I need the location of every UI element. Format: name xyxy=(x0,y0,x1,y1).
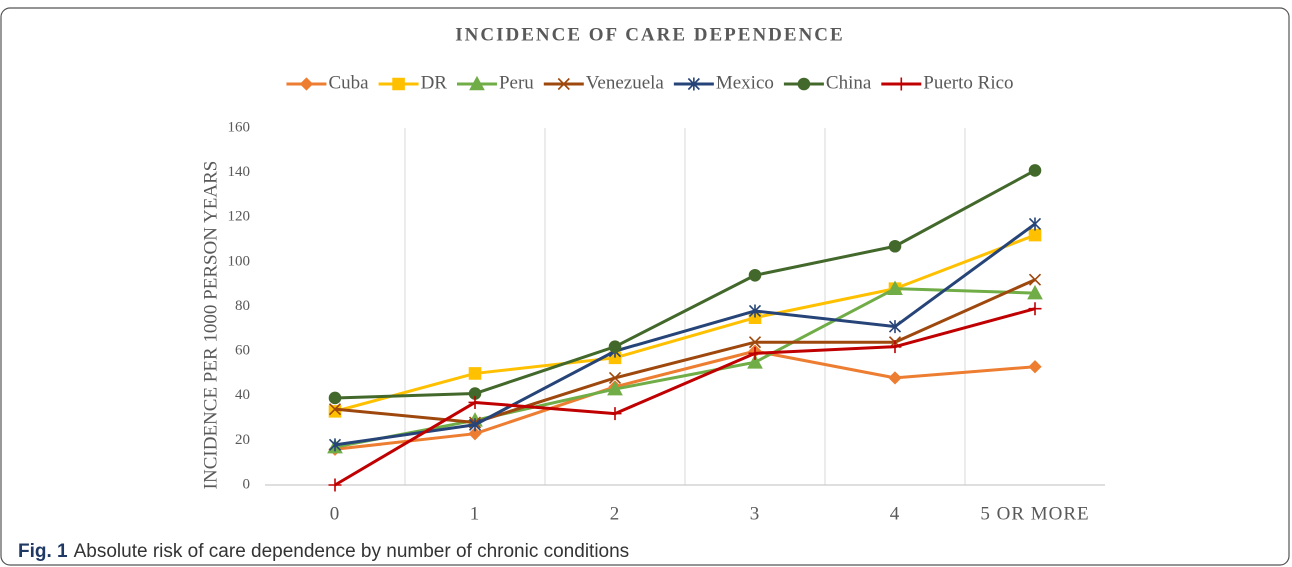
marker xyxy=(468,418,482,432)
y-tick-label: 140 xyxy=(228,164,251,180)
chart-title: INCIDENCE OF CARE DEPENDENCE xyxy=(455,24,844,45)
y-tick-label: 60 xyxy=(235,343,250,359)
marker xyxy=(328,438,342,452)
x-tick-label: 2 xyxy=(610,503,621,524)
marker xyxy=(748,269,762,282)
series-line xyxy=(334,278,1036,425)
marker xyxy=(748,336,762,349)
legend: Cuba DR Peru Venezuela Mexico China Puerto Ric… xyxy=(286,72,1014,93)
marker xyxy=(748,346,762,360)
x-tick-label: 0 xyxy=(330,503,341,524)
marker xyxy=(557,77,570,91)
caption-label: Fig. 1 xyxy=(18,541,68,562)
marker xyxy=(887,280,903,295)
marker xyxy=(469,75,485,91)
marker xyxy=(1028,164,1042,177)
marker xyxy=(468,427,482,441)
legend-label: Peru xyxy=(499,72,534,93)
marker xyxy=(328,478,342,492)
caption-text: Absolute risk of care dependence by numb… xyxy=(74,541,630,562)
x-tick-label: 5 OR MORE xyxy=(980,503,1089,524)
marker xyxy=(608,340,622,353)
marker xyxy=(1028,360,1042,374)
legend-label: Venezuela xyxy=(586,72,665,93)
y-tick-label: 160 xyxy=(228,119,251,135)
marker xyxy=(608,407,622,421)
y-tick-label: 100 xyxy=(228,253,251,269)
y-tick-label: 40 xyxy=(235,387,250,403)
y-tick-label: 20 xyxy=(235,432,250,448)
series-line xyxy=(334,307,1036,487)
marker xyxy=(392,77,405,91)
series-line xyxy=(334,222,1036,447)
marker xyxy=(468,387,482,400)
marker xyxy=(1028,302,1042,316)
marker xyxy=(328,403,342,416)
figure-border xyxy=(0,7,1290,566)
x-tick-label: 4 xyxy=(890,503,901,524)
marker xyxy=(1028,273,1042,286)
series-line xyxy=(334,169,1036,400)
marker xyxy=(687,77,700,91)
legend-label: China xyxy=(826,72,872,93)
marker xyxy=(748,304,762,318)
marker xyxy=(299,77,314,91)
series-line xyxy=(334,287,1036,449)
legend-label: Puerto Rico xyxy=(923,72,1013,93)
marker xyxy=(1028,228,1042,242)
x-tick-label: 1 xyxy=(470,503,481,524)
marker xyxy=(888,320,902,334)
marker xyxy=(888,340,902,354)
marker xyxy=(894,77,908,91)
marker xyxy=(1028,217,1042,231)
y-axis-label: INCIDENCE PER 1000 PERSON YEARS xyxy=(200,161,221,490)
marker xyxy=(1027,284,1043,300)
legend-label: DR xyxy=(421,72,448,93)
marker xyxy=(328,405,342,418)
marker xyxy=(608,371,622,384)
caption: Fig. 1 Absolute risk of care dependence b… xyxy=(18,541,629,562)
marker xyxy=(468,395,482,409)
y-tick-label: 0 xyxy=(243,476,251,492)
legend-label: Mexico xyxy=(716,72,774,93)
series-line xyxy=(334,349,1036,451)
x-tick-label: 3 xyxy=(750,503,761,524)
marker xyxy=(888,240,902,253)
marker xyxy=(797,77,811,91)
y-tick-label: 120 xyxy=(228,209,251,225)
marker xyxy=(328,391,342,405)
marker xyxy=(888,371,902,385)
marker xyxy=(468,367,482,380)
marker xyxy=(607,380,623,396)
marker xyxy=(747,354,763,369)
legend-label: Cuba xyxy=(328,72,369,93)
series-line xyxy=(334,233,1036,413)
y-tick-label: 80 xyxy=(235,298,250,314)
